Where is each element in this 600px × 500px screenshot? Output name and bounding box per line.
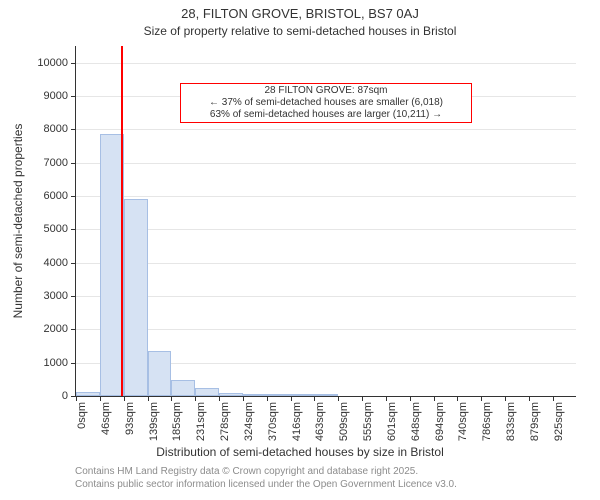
x-tick-mark [505, 396, 506, 401]
x-tick-label: 694sqm [434, 402, 446, 441]
chart-title: 28, FILTON GROVE, BRISTOL, BS7 0AJ [0, 6, 600, 21]
x-tick-label: 555sqm [362, 402, 374, 441]
x-tick-mark [529, 396, 530, 401]
x-tick-mark [457, 396, 458, 401]
x-tick-mark [410, 396, 411, 401]
y-tick-label: 1000 [44, 357, 76, 369]
attribution-line-1: Contains HM Land Registry data © Crown c… [75, 466, 418, 477]
y-tick-label: 6000 [44, 190, 76, 202]
plot-area: 0100020003000400050006000700080009000100… [75, 46, 576, 397]
x-tick-mark [124, 396, 125, 401]
x-tick-mark [314, 396, 315, 401]
x-tick-mark [386, 396, 387, 401]
x-tick-label: 786sqm [481, 402, 493, 441]
x-tick-label: 0sqm [76, 402, 88, 429]
x-tick-mark [291, 396, 292, 401]
y-tick-label: 4000 [44, 257, 76, 269]
y-tick-label: 9000 [44, 90, 76, 102]
y-tick-label: 2000 [44, 323, 76, 335]
y-tick-label: 0 [62, 390, 76, 402]
x-tick-mark [76, 396, 77, 401]
x-tick-mark [434, 396, 435, 401]
gridline [76, 263, 576, 264]
y-tick-label: 5000 [44, 223, 76, 235]
histogram-bar [195, 388, 219, 396]
x-tick-label: 370sqm [267, 402, 279, 441]
x-tick-mark [553, 396, 554, 401]
x-tick-mark [243, 396, 244, 401]
histogram-bar [243, 394, 267, 396]
gridline [76, 129, 576, 130]
attribution-line-2: Contains public sector information licen… [75, 479, 457, 490]
histogram-bar [291, 394, 315, 396]
annotation-line: 63% of semi-detached houses are larger (… [181, 109, 470, 121]
gridline [76, 163, 576, 164]
gridline [76, 296, 576, 297]
histogram-bar [124, 199, 148, 396]
x-tick-label: 231sqm [195, 402, 207, 441]
x-tick-label: 601sqm [386, 402, 398, 441]
gridline [76, 63, 576, 64]
chart-canvas: 28, FILTON GROVE, BRISTOL, BS7 0AJ Size … [0, 0, 600, 500]
x-tick-label: 93sqm [124, 402, 136, 435]
x-tick-label: 648sqm [410, 402, 422, 441]
x-tick-label: 463sqm [314, 402, 326, 441]
y-tick-label: 8000 [44, 123, 76, 135]
x-axis-label: Distribution of semi-detached houses by … [0, 445, 600, 459]
annotation-line: ← 37% of semi-detached houses are smalle… [181, 97, 470, 109]
y-tick-label: 7000 [44, 157, 76, 169]
x-tick-label: 879sqm [529, 402, 541, 441]
x-tick-label: 925sqm [553, 402, 565, 441]
x-tick-mark [171, 396, 172, 401]
x-tick-label: 509sqm [338, 402, 350, 441]
x-tick-label: 278sqm [219, 402, 231, 441]
marker-line [121, 46, 123, 396]
x-tick-mark [100, 396, 101, 401]
gridline [76, 196, 576, 197]
gridline [76, 329, 576, 330]
histogram-bar [219, 393, 243, 396]
x-tick-mark [481, 396, 482, 401]
x-tick-mark [338, 396, 339, 401]
x-tick-label: 740sqm [457, 402, 469, 441]
chart-subtitle: Size of property relative to semi-detach… [0, 24, 600, 38]
histogram-bar [76, 392, 100, 396]
x-tick-label: 833sqm [505, 402, 517, 441]
histogram-bar [148, 351, 172, 396]
x-tick-label: 324sqm [243, 402, 255, 441]
x-tick-mark [362, 396, 363, 401]
annotation-line: 28 FILTON GROVE: 87sqm [181, 85, 470, 97]
histogram-bar [171, 380, 195, 396]
x-tick-mark [267, 396, 268, 401]
annotation-box: 28 FILTON GROVE: 87sqm← 37% of semi-deta… [180, 83, 471, 123]
x-tick-mark [148, 396, 149, 401]
x-tick-label: 416sqm [291, 402, 303, 441]
x-tick-mark [219, 396, 220, 401]
x-tick-mark [195, 396, 196, 401]
y-axis-label: Number of semi-detached properties [11, 124, 25, 319]
x-tick-label: 185sqm [171, 402, 183, 441]
y-tick-label: 3000 [44, 290, 76, 302]
x-tick-label: 46sqm [100, 402, 112, 435]
histogram-bar [314, 394, 338, 396]
gridline [76, 229, 576, 230]
histogram-bar [267, 394, 291, 396]
x-tick-label: 139sqm [148, 402, 160, 441]
y-tick-label: 10000 [37, 57, 76, 69]
